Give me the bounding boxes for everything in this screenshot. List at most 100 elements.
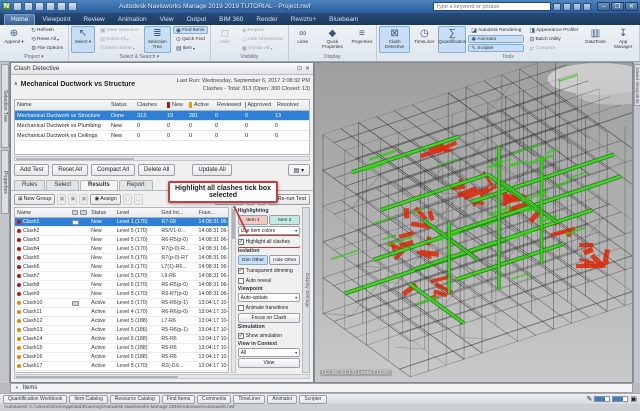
ribbon-tab-bim-360[interactable]: BIM 360	[219, 16, 244, 23]
clash-result-row[interactable]: Clash9 New Level 5 (170) R9-R7(p-0) 14:08:31…	[15, 290, 228, 299]
column-header-status[interactable]: Status	[111, 102, 127, 108]
ribbon-button-reset-all[interactable]: ⟲ Reset All ▾	[31, 36, 59, 43]
sign-in-icon[interactable]	[573, 2, 581, 11]
column-header-new[interactable]: New	[165, 102, 187, 108]
add-test-button[interactable]: Add Test	[14, 164, 50, 176]
assign-button[interactable]: ◉ Assign	[90, 193, 121, 205]
item-1-button[interactable]: Item 1	[237, 215, 269, 225]
item-2-button[interactable]: Item 2	[269, 215, 301, 225]
save-icon[interactable]	[24, 2, 33, 11]
clash-result-row[interactable]: Clash15 Active Level 5 (188) R5-R6 13:04:17 …	[15, 344, 228, 353]
close-icon[interactable]: ✕	[304, 66, 310, 72]
ribbon-button-item[interactable]: ▤ Item ▾	[175, 45, 195, 52]
highlight-all-clashes-checkbox[interactable]: ✓ Highlight all clashes	[237, 235, 301, 248]
reset-all-button[interactable]: Reset All	[52, 164, 88, 176]
clash-result-row[interactable]: Clash4 New Level 5 (170) R7(p-0)-R... 14:08:…	[15, 245, 228, 254]
status-tab-find-items[interactable]: Find Items	[161, 394, 196, 404]
ribbon-tab-animation[interactable]: Animation	[117, 16, 147, 23]
display-settings-collapse-strip[interactable]: Display Settings	[302, 207, 310, 373]
clash-result-row[interactable]: Clash1 New Level 1 (170) R7-09 14:08:31 06-	[15, 218, 228, 227]
ribbon-button-selection-tree[interactable]: ≣ Selection Tree	[143, 26, 171, 53]
ribbon-tab-viewpoint[interactable]: Viewpoint	[42, 16, 71, 23]
redo-icon[interactable]	[57, 2, 66, 11]
column-header-name[interactable]: Name	[17, 102, 32, 108]
column-header-foun[interactable]: Foun...	[198, 209, 216, 216]
ribbon-button-animator[interactable]: ✱ Animator	[468, 35, 525, 43]
dock-tab-properties[interactable]: Properties	[1, 150, 9, 214]
focus-on-clash-button[interactable]: Focus on Clash	[237, 313, 301, 323]
ribbon-button-hide-unselected[interactable]: ◇ Hide Unselected	[241, 36, 283, 43]
navisworks-logo-icon[interactable]: N	[2, 2, 11, 11]
animate-transitions-checkbox[interactable]: Animate transitions	[237, 303, 300, 312]
write-report-icon[interactable]: ▢	[122, 193, 132, 205]
ribbon-button-timeliner[interactable]: ◷ TimeLiner	[414, 28, 435, 44]
group-icon[interactable]: ▣	[57, 193, 67, 205]
group-selected-icon[interactable]: ▣	[68, 193, 78, 205]
update-all-button[interactable]: Update All	[192, 164, 232, 176]
tab-report[interactable]: Report	[118, 180, 153, 190]
help-icon[interactable]	[583, 2, 591, 11]
clash-result-row[interactable]: Clash11 Active Level 4 (170) R6-R6(p-0) 13:0…	[15, 308, 228, 317]
status-tab-timeliner[interactable]: TimeLiner	[233, 394, 266, 404]
ribbon-button-append[interactable]: ⊕ Append ▾	[4, 28, 24, 44]
column-header-approved[interactable]: Approved	[245, 102, 271, 108]
auto-reveal-checkbox[interactable]: Auto reveal	[237, 276, 300, 285]
clash-result-row[interactable]: Clash2 New Level 5 (170) R5/V1-0... 14:08:31…	[15, 227, 228, 236]
close-button[interactable]: ✕	[625, 2, 638, 11]
ribbon-tab-review[interactable]: Review	[83, 16, 105, 23]
saved-viewpoints-tab[interactable]: Saved Viewpoints	[634, 64, 640, 107]
ribbon-button-select-all[interactable]: ⊞ Select All ▾	[99, 36, 129, 43]
search-input[interactable]	[433, 2, 551, 11]
ribbon-button-refresh[interactable]: ↻ Refresh	[31, 27, 54, 34]
column-header-status[interactable]: Status	[91, 209, 107, 216]
dim-other-button[interactable]: Dim Other	[237, 255, 269, 265]
ribbon-button-app-manager[interactable]: ↧ App Manager	[614, 28, 633, 49]
status-tab-quantification-workbook[interactable]: Quantification Workbook	[3, 394, 68, 404]
ribbon-button-clash-detective[interactable]: ⊠ Clash Detective	[378, 26, 411, 53]
customize-dropdown-icon[interactable]	[68, 2, 77, 11]
ribbon-button-quick-find[interactable]: ⊙ Quick Find	[175, 36, 205, 43]
ribbon-tab-render[interactable]: Render	[256, 16, 278, 23]
results-horizontal-scrollbar[interactable]	[14, 374, 310, 379]
status-tab-item-catalog[interactable]: Item Catalog	[69, 394, 108, 404]
ribbon-button-hide[interactable]: ◻ Hide	[220, 28, 230, 44]
dock-tab-selection-tree[interactable]: Selection Tree	[1, 64, 9, 148]
open-icon[interactable]	[13, 2, 22, 11]
auto-update-dropdown[interactable]: Auto-update ▾	[237, 293, 301, 302]
minimize-button[interactable]: –	[597, 2, 610, 11]
clash-result-row[interactable]: Clash13 Active Level 5 (186) R5-R6(p-1) 13:0…	[15, 326, 228, 335]
test-row[interactable]: Mechanical Ductwork vs Plumbing New 0 0 0 0 0 0	[15, 121, 309, 131]
clash-result-row[interactable]: Clash5 New Level 5 (170) R7(p-0)-R7 14:08:31…	[15, 254, 228, 263]
ribbon-button-save-selection[interactable]: ▣ Save Selection	[99, 27, 139, 34]
ribbon-button-file-options[interactable]: ⚙ File Options	[31, 45, 63, 52]
compact-all-button[interactable]: Compact All	[90, 164, 135, 176]
test-row[interactable]: Mechanical Ductwork vs Ceilings New 0 0 0 0 0 0	[15, 131, 309, 141]
new-group-button[interactable]: ⊞ New Group	[14, 193, 56, 205]
refresh-icon[interactable]	[563, 2, 571, 11]
ribbon-tab-home[interactable]: Home	[4, 14, 36, 25]
column-header-grid-int[interactable]: Grid Int...	[161, 209, 184, 216]
ribbon-button-appearance-profiler[interactable]: ◨ Appearance Profiler	[529, 27, 579, 34]
ribbon-button-batch-utility[interactable]: ⊟ Batch Utility	[529, 36, 561, 43]
tab-select[interactable]: Select	[46, 180, 80, 190]
status-tab-resource-catalog[interactable]: Resource Catalog	[109, 394, 160, 404]
column-header-clashes[interactable]: Clashes	[137, 102, 157, 108]
column-header-level[interactable]: Level	[116, 209, 130, 216]
undo-icon[interactable]	[46, 2, 55, 11]
ribbon-button-datatools[interactable]: ▥ DataTools	[585, 28, 606, 44]
clash-result-row[interactable]: Clash17 Active Level 5 (170) R2(-0.6... 13:0…	[15, 362, 228, 371]
clash-result-row[interactable]: Clash3 New Level 5 (170) R6-R5(p-0) 14:08:31…	[15, 236, 228, 245]
clash-result-row[interactable]: Clash6 New Level 5 (170) L7(1)-R6... 14:08:3…	[15, 263, 228, 272]
test-row[interactable]: Mechanical Ductwork vs Structure Done 313 1…	[15, 111, 309, 121]
ribbon-tab-bluebeam[interactable]: Bluebeam	[329, 16, 359, 23]
clash-result-row[interactable]: Clash16 Active Level 5 (188) R5-R6 13:04:17 …	[15, 353, 228, 362]
hide-other-button[interactable]: Hide Other	[269, 255, 301, 265]
column-header-active[interactable]: Active	[187, 102, 213, 108]
all-dropdown[interactable]: All ▾	[237, 348, 301, 357]
ribbon-button-properties[interactable]: ≡ Properties	[351, 28, 373, 44]
column-header-resolved[interactable]: Resolved	[277, 102, 299, 108]
ribbon-button-links[interactable]: ∞ Links	[297, 28, 309, 44]
tab-results[interactable]: Results	[80, 180, 118, 190]
3d-viewport[interactable]: (13.90, 31.13) Level 7 (195)	[314, 62, 633, 383]
report-icon-dropdown[interactable]: ▤ ▾	[287, 164, 310, 176]
